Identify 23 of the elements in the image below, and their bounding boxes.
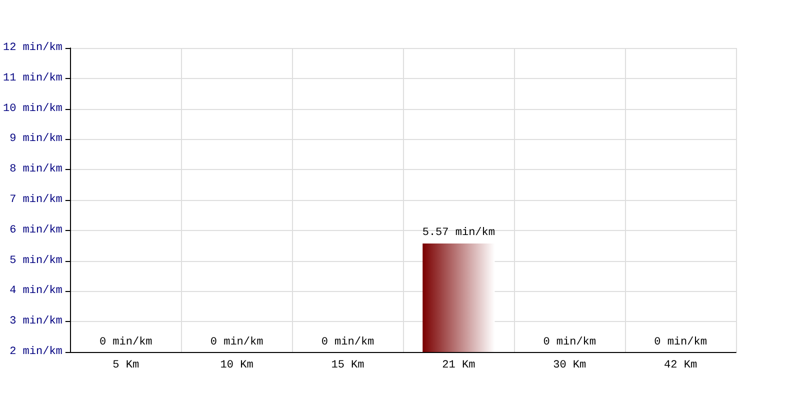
y-tick-label: 4 min/km [10,285,63,298]
y-tick-label: 11 min/km [2,72,63,84]
text: 0 min/km [321,336,374,348]
x-tick-label: 5 Km [112,360,140,372]
text: 0 min/km [99,336,152,348]
y-tick-label: 5 min/km [10,254,63,267]
text: 0 min/km [654,336,707,348]
x-tick-label: 30 Km [553,360,586,372]
y-tick-label: 12 min/km [2,42,63,54]
y-tick-label: 8 min/km [10,164,63,176]
text: 0 min/km [210,336,264,348]
text: 0 min/km [543,336,596,348]
y-tick-label: 6 min/km [10,224,63,236]
x-tick-label: 42 Km [664,360,698,372]
y-tick-label: 3 min/km [10,316,63,328]
x-tick-label: 21 Km [442,360,476,372]
y-tick-label: 2 min/km [10,346,63,358]
y-tick-label: 10 min/km [2,102,63,115]
data-label: 5.57 min/km [422,226,496,239]
y-tick-label: 7 min/km [10,194,63,206]
x-tick-label: 10 Km [220,360,254,372]
x-tick-label: 15 Km [331,360,365,372]
y-tick-label: 9 min/km [10,133,63,146]
